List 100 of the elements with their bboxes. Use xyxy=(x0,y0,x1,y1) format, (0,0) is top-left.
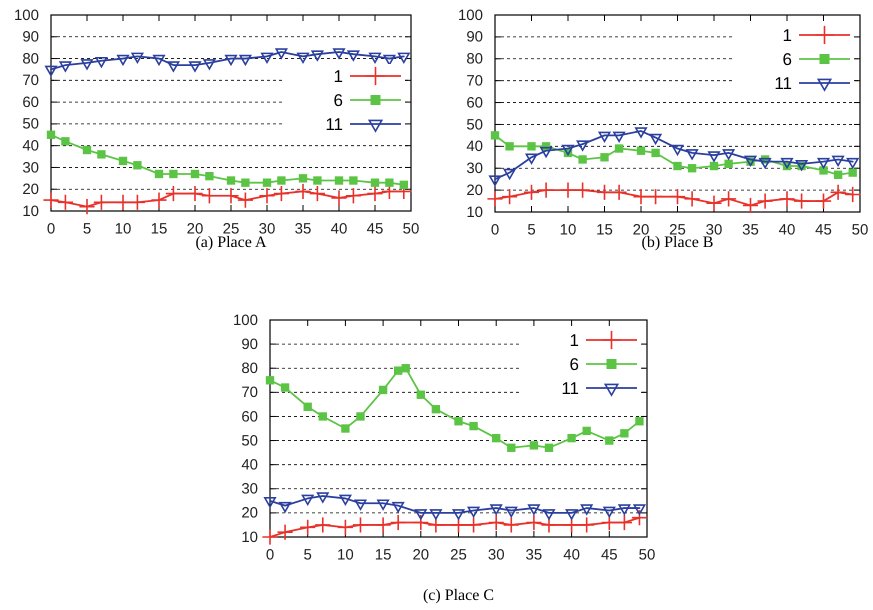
point xyxy=(756,192,774,210)
point xyxy=(636,146,646,155)
point xyxy=(486,190,504,208)
point xyxy=(501,188,518,206)
point xyxy=(578,516,596,534)
x-tick-label: 5 xyxy=(82,220,92,238)
point xyxy=(673,162,682,170)
point xyxy=(241,178,250,187)
point xyxy=(686,149,698,160)
point xyxy=(603,506,616,518)
y-tick-label: 100 xyxy=(14,6,39,24)
y-tick-label: 90 xyxy=(22,28,39,46)
x-tick-label: 10 xyxy=(114,220,132,238)
y-tick-label: 70 xyxy=(466,72,483,90)
point xyxy=(488,514,505,531)
point xyxy=(186,185,204,202)
point xyxy=(672,144,684,156)
point xyxy=(560,182,576,198)
point xyxy=(341,424,350,433)
point xyxy=(237,192,254,208)
x-tick-label: 40 xyxy=(563,546,580,564)
point xyxy=(316,492,329,503)
x-tick-label: 40 xyxy=(778,222,796,239)
point xyxy=(526,153,538,164)
point xyxy=(544,444,554,452)
point xyxy=(392,502,404,512)
point xyxy=(507,444,516,452)
point xyxy=(722,149,735,160)
point xyxy=(258,187,276,204)
point xyxy=(720,190,737,208)
y-tick-label: 50 xyxy=(22,116,39,133)
y-tick-label: 80 xyxy=(466,50,483,68)
point xyxy=(452,509,464,520)
x-tick-label: 10 xyxy=(560,222,576,239)
point xyxy=(669,188,686,206)
x-tick-label: 10 xyxy=(337,546,354,564)
x-tick-label: 0 xyxy=(266,546,274,564)
point xyxy=(264,497,276,508)
point xyxy=(154,170,164,178)
point xyxy=(465,516,482,534)
point xyxy=(450,516,467,534)
y-tick-label: 20 xyxy=(241,504,258,522)
legend-label: 1 xyxy=(782,26,792,45)
y-tick-label: 70 xyxy=(241,384,258,402)
point xyxy=(724,160,733,168)
point xyxy=(490,504,502,515)
point xyxy=(333,48,345,59)
point xyxy=(93,194,110,211)
point xyxy=(708,151,720,162)
point xyxy=(153,54,165,66)
point xyxy=(275,48,288,59)
point xyxy=(490,131,500,140)
point xyxy=(82,146,92,154)
point xyxy=(61,137,70,146)
point xyxy=(129,194,146,211)
point xyxy=(596,184,613,201)
x-tick-label: 35 xyxy=(742,222,759,239)
y-tick-label: 10 xyxy=(22,202,39,220)
point xyxy=(530,441,538,450)
point xyxy=(414,509,427,520)
point xyxy=(133,161,142,170)
point xyxy=(566,509,578,520)
point xyxy=(280,383,290,392)
x-tick-label: 50 xyxy=(638,546,656,564)
x-tick-label: 15 xyxy=(596,222,613,239)
x-tick-label: 50 xyxy=(402,220,420,238)
point xyxy=(832,156,844,166)
point xyxy=(114,194,132,211)
point xyxy=(616,514,633,531)
y-tick-label: 30 xyxy=(241,480,258,498)
point xyxy=(781,158,793,168)
y-tick-label: 50 xyxy=(241,432,258,450)
x-tick-label: 45 xyxy=(600,546,618,564)
point xyxy=(647,188,664,206)
point xyxy=(339,494,352,506)
point xyxy=(385,178,394,187)
point xyxy=(59,61,72,72)
point xyxy=(598,132,610,142)
point xyxy=(81,59,93,70)
point xyxy=(349,176,358,185)
point xyxy=(815,192,832,210)
point xyxy=(226,176,236,185)
point xyxy=(366,185,384,202)
y-tick-label: 40 xyxy=(22,137,39,154)
y-tick-label: 90 xyxy=(241,336,258,353)
legend-label: 1 xyxy=(570,331,579,350)
x-tick-label: 30 xyxy=(488,546,505,564)
point xyxy=(304,402,312,411)
point xyxy=(398,52,410,64)
point xyxy=(759,158,772,168)
point xyxy=(582,426,591,436)
point xyxy=(574,182,591,198)
point xyxy=(818,158,830,168)
point xyxy=(600,153,609,162)
point xyxy=(266,376,274,384)
point xyxy=(294,183,312,200)
point xyxy=(390,514,407,531)
point xyxy=(613,132,626,142)
y-tick-label: 80 xyxy=(22,50,39,68)
point xyxy=(844,186,862,203)
